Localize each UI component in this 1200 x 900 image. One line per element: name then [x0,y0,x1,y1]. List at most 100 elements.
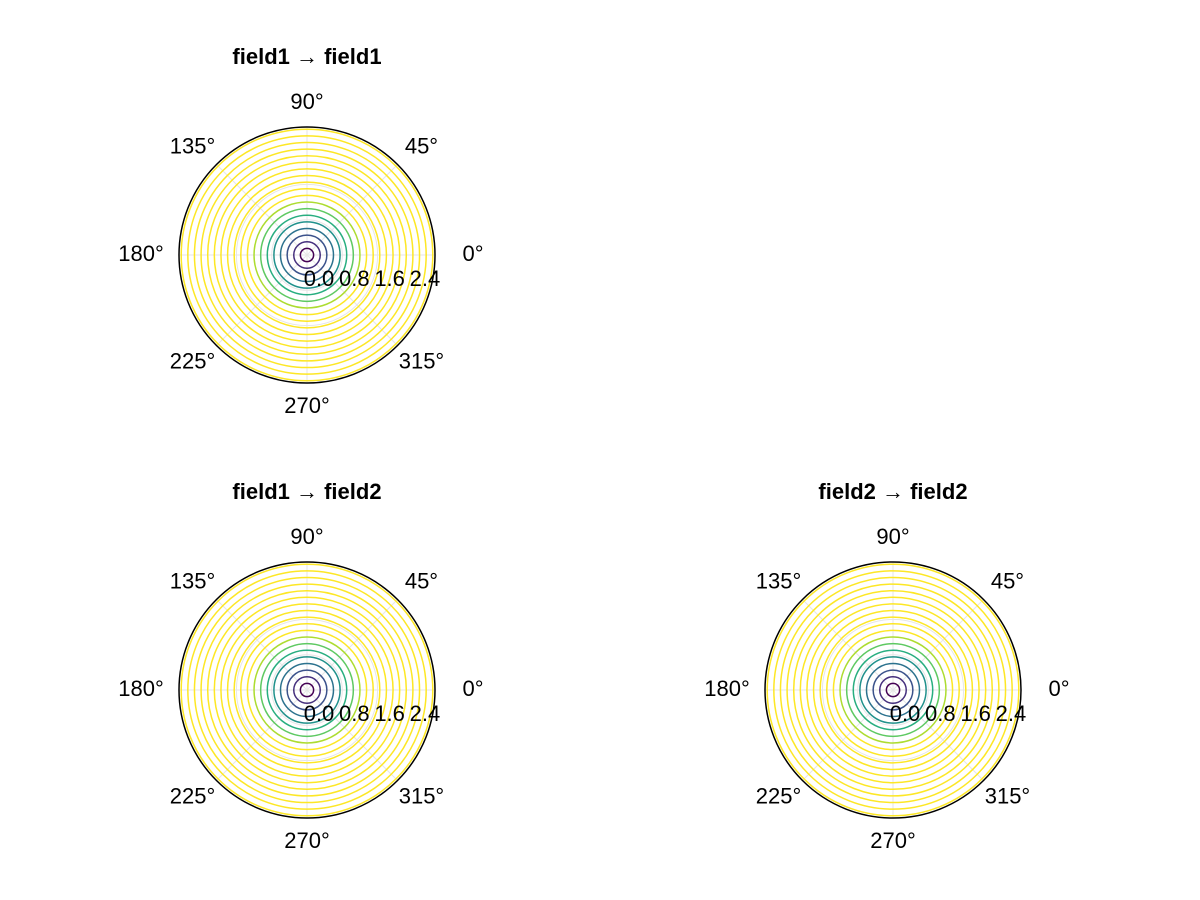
polar-spine [178,126,436,384]
theta-tick-label: 90° [290,524,323,549]
contour-line [819,616,967,764]
contour-line [266,214,348,296]
r-tick-label: 0.8 [339,701,370,726]
contour-line [786,583,1000,797]
contour-line [253,636,361,744]
chart-title: field2 → field2 [818,479,967,504]
contour-line [226,609,388,771]
r-tick-label: 0.0 [304,266,335,291]
contour-line [859,656,927,724]
contour-line [273,656,341,724]
theta-tick-label: 180° [118,676,164,701]
contour-line [865,662,921,718]
contour-line [885,682,901,698]
contour-line [286,234,328,276]
theta-tick-label: 225° [170,783,216,808]
contour-line [852,649,934,731]
theta-tick-label: 45° [991,568,1024,593]
radial-grid-line [271,219,343,291]
r-tick-label: 1.6 [374,266,405,291]
theta-tick-label: 225° [170,348,216,373]
contour-line [766,563,1020,817]
contour-line [279,227,335,283]
r-tick-label: 1.6 [374,701,405,726]
r-tick-label: 0.0 [304,701,335,726]
theta-tick-label: 315° [985,783,1031,808]
contour-line [246,629,368,751]
radial-grid-line [857,654,929,726]
contour-line [299,682,315,698]
contour-line [845,642,941,738]
theta-tick-label: 315° [399,783,445,808]
contour-line [266,649,348,731]
contour-line [220,603,394,777]
chart-title: field1 → field2 [232,479,381,504]
theta-tick-label: 0° [1048,676,1069,701]
contour-line [806,603,980,777]
r-tick-label: 2.4 [996,701,1027,726]
contour-line [812,609,974,771]
contour-line [180,563,434,817]
contour-line [299,247,315,263]
contour-line [220,168,394,342]
contour-line [206,589,408,791]
contour-line [879,676,907,704]
theta-tick-label: 45° [405,568,438,593]
theta-tick-label: 180° [704,676,750,701]
r-tick-label: 0.0 [890,701,921,726]
contour-line [200,148,414,362]
radial-grid-line [235,618,379,762]
contour-line [832,629,954,751]
theta-tick-label: 180° [118,241,164,266]
contour-line [187,135,427,375]
contour-line [240,623,374,757]
contour-line [293,241,321,269]
contour-line [226,174,388,336]
contour-line [259,207,355,303]
contour-line [839,636,947,744]
contour-line [872,669,914,711]
theta-tick-label: 135° [170,568,216,593]
r-tick-label: 1.6 [960,701,991,726]
theta-tick-label: 90° [290,89,323,114]
theta-tick-label: 225° [756,783,802,808]
contour-line [253,201,361,309]
contour-line [213,596,401,784]
contour-line [273,221,341,289]
contour-line [279,662,335,718]
r-tick-label: 0.8 [925,701,956,726]
contour-line [259,642,355,738]
radial-grid-line [235,183,379,327]
theta-tick-label: 270° [284,393,330,418]
theta-tick-label: 135° [756,568,802,593]
theta-tick-label: 270° [870,828,916,853]
theta-tick-label: 90° [876,524,909,549]
r-tick-label: 2.4 [410,266,441,291]
contour-line [293,676,321,704]
theta-tick-label: 0° [462,676,483,701]
contour-line [286,669,328,711]
contour-line [246,194,368,316]
r-tick-label: 2.4 [410,701,441,726]
chart-title: field1 → field1 [232,44,381,69]
contour-line [792,589,994,791]
contour-line [826,623,960,757]
theta-tick-label: 0° [462,241,483,266]
contour-line [193,576,421,804]
theta-tick-label: 315° [399,348,445,373]
contour-line [193,141,421,369]
contour-line [799,596,987,784]
contour-line [180,128,434,382]
contour-line [213,161,401,349]
contour-line [240,188,374,322]
r-tick-label: 0.8 [339,266,370,291]
polar-spine [178,561,436,819]
contour-line [233,616,381,764]
contour-line [773,570,1013,810]
contour-line [206,154,408,356]
theta-tick-label: 135° [170,133,216,158]
contour-line [187,570,427,810]
theta-tick-label: 270° [284,828,330,853]
theta-tick-label: 45° [405,133,438,158]
